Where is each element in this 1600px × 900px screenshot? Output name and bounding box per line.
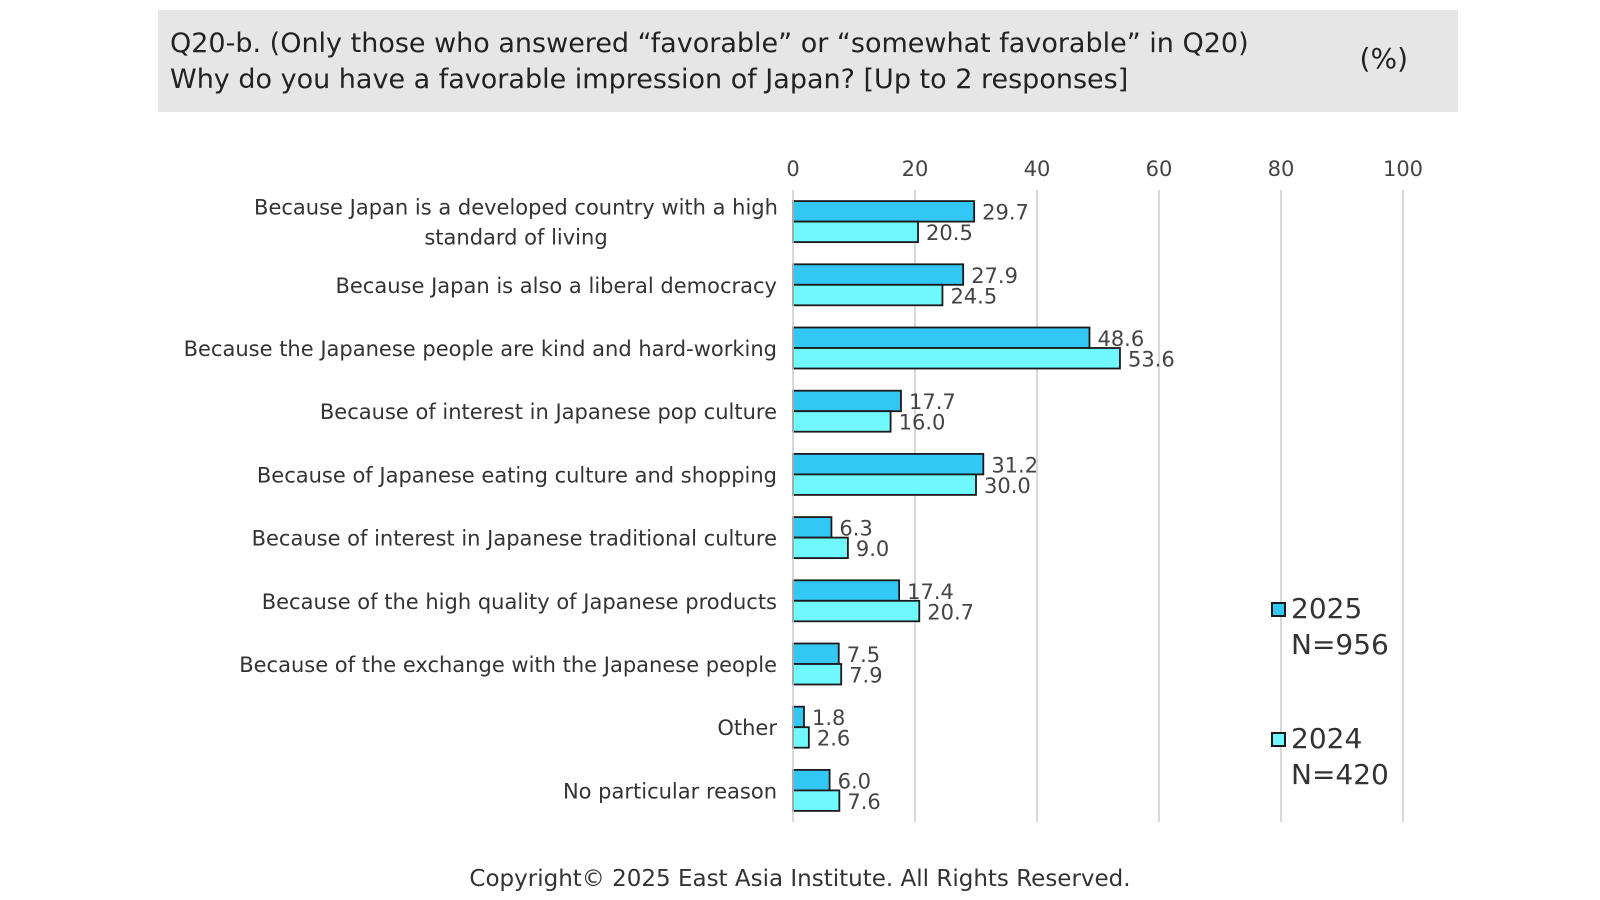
legend-n-2025: N=956: [1291, 628, 1389, 661]
bar-2024: [792, 789, 841, 812]
category-label: Because of interest in Japanese traditio…: [252, 527, 777, 551]
chart-title-line-1: Q20-b. (Only those who answered “favorab…: [170, 28, 1249, 59]
category-label: Because Japan is a developed country wit…: [254, 196, 778, 220]
data-label-2024: 53.6: [1128, 348, 1175, 372]
bar-2025: [792, 389, 902, 413]
chart-title: Q20-b. (Only those who answered “favorab…: [170, 26, 1249, 98]
category-label: standard of living: [424, 226, 607, 250]
unit-label: (%): [1359, 42, 1408, 75]
data-label-2025: 1.8: [812, 706, 845, 730]
bar-2025: [792, 516, 833, 539]
x-tick-label: 40: [1024, 157, 1051, 181]
data-label-2024: 9.0: [856, 537, 889, 561]
data-label-2024: 30.0: [984, 474, 1031, 498]
chart-title-line-2: Why do you have a favorable impression o…: [170, 64, 1129, 95]
category-label: Because of interest in Japanese pop cult…: [320, 400, 777, 424]
bar-2025: [792, 452, 985, 476]
bar-2025: [792, 769, 831, 792]
bar-2024: [792, 473, 977, 496]
data-label-2025: 6.3: [839, 517, 872, 541]
x-tick-label: 60: [1146, 157, 1173, 181]
data-label-2024: 20.7: [927, 600, 974, 624]
data-label-2025: 7.5: [847, 643, 880, 667]
bar-2024: [792, 599, 921, 623]
category-label: Because of Japanese eating culture and s…: [257, 463, 777, 487]
bar-2025: [792, 642, 840, 665]
bar-2025: [792, 263, 965, 286]
data-label-2025: 48.6: [1097, 327, 1144, 351]
data-label-2025: 27.9: [971, 264, 1018, 288]
category-label: Because of the exchange with the Japanes…: [239, 653, 777, 677]
legend-swatch-2025: [1271, 602, 1286, 617]
data-label-2024: 7.6: [847, 790, 880, 814]
legend-swatch-2024: [1271, 732, 1286, 747]
data-label-2024: 24.5: [950, 284, 997, 308]
x-tick-label: 80: [1268, 157, 1295, 181]
category-label: Because of the high quality of Japanese …: [262, 590, 777, 614]
category-label: No particular reason: [563, 779, 777, 803]
bar-2024: [792, 663, 843, 686]
data-label-2025: 17.4: [907, 580, 954, 604]
data-label-2025: 6.0: [838, 769, 871, 793]
bar-2025: [792, 326, 1091, 349]
bar-2024: [792, 347, 1121, 370]
data-label-2024: 16.0: [899, 411, 946, 435]
category-label: Other: [717, 716, 777, 740]
legend-label-2025: 2025: [1291, 592, 1363, 625]
data-label-2025: 31.2: [991, 453, 1038, 477]
x-tick-label: 0: [786, 157, 799, 181]
bar-2024: [792, 410, 892, 433]
category-label: Because Japan is also a liberal democrac…: [335, 274, 777, 298]
bar-2024: [792, 536, 849, 559]
legend-n-2024: N=420: [1291, 758, 1389, 791]
data-label-2025: 29.7: [982, 201, 1029, 225]
bar-2025: [792, 705, 805, 729]
bar-2024: [792, 726, 810, 749]
chart-header: Q20-b. (Only those who answered “favorab…: [158, 10, 1458, 112]
bar-2025: [792, 200, 976, 223]
bar-2024: [792, 283, 944, 307]
data-label-2024: 2.6: [817, 727, 850, 751]
data-label-2025: 17.7: [909, 390, 956, 414]
legend-label-2024: 2024: [1291, 722, 1363, 755]
data-label-2024: 20.5: [926, 221, 973, 245]
x-tick-label: 20: [902, 157, 929, 181]
bar-2024: [792, 220, 919, 244]
copyright-notice: Copyright© 2025 East Asia Institute. All…: [469, 866, 1131, 892]
category-label: Because the Japanese people are kind and…: [184, 337, 777, 361]
x-tick-label: 100: [1383, 157, 1423, 181]
data-label-2024: 7.9: [849, 664, 882, 688]
bar-2025: [792, 579, 901, 602]
